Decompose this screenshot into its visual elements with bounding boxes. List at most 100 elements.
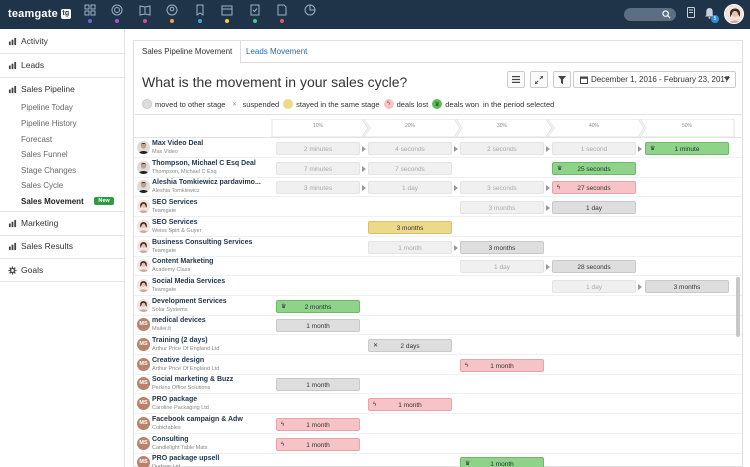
deal-name-link[interactable]: Consulting — [152, 435, 189, 443]
sidebar-item-goals[interactable]: Goals — [0, 265, 125, 275]
table-row[interactable]: Social Media Services Teamgate 1 day 3 mont… — [134, 276, 742, 296]
stage-duration-cell[interactable]: 2 minutes — [276, 142, 360, 155]
table-row[interactable]: Aleshia Tomkiewicz pardavimo... Aleshia T… — [134, 177, 742, 198]
deal-name-link[interactable]: Content Marketing — [152, 258, 214, 266]
owner-initials-avatar: MS — [137, 397, 150, 411]
stage-duration-cell[interactable]: 1 month — [276, 378, 360, 392]
sidebar-subitem-stage-changes[interactable]: Stage Changes — [21, 166, 77, 175]
nav-tasks[interactable] — [241, 3, 269, 27]
stage-duration-cell[interactable]: ϟ 1 month — [276, 437, 360, 451]
sidebar-item-marketing[interactable]: Marketing — [0, 218, 125, 228]
stage-duration-cell[interactable]: 3 months — [460, 201, 544, 215]
sidebar-subitem-sales-movement[interactable]: Sales Movement — [21, 197, 84, 206]
stage-duration-cell[interactable]: 1 second — [552, 142, 636, 155]
stage-duration-cell[interactable]: 3 minutes — [276, 181, 360, 195]
deal-name-link[interactable]: Social marketing & Buzz — [152, 376, 234, 384]
stage-duration-cell[interactable]: ♛ 1 month — [460, 457, 544, 467]
sidebar-subitem-sales-cycle[interactable]: Sales Cycle — [21, 181, 64, 190]
filter-button[interactable] — [553, 71, 571, 88]
stage-duration-cell[interactable]: ✕ 2 days — [368, 339, 452, 352]
nav-target[interactable] — [104, 3, 132, 27]
app-logo[interactable]: teamgate tg — [8, 8, 71, 20]
stage-duration-cell[interactable]: 3 months — [460, 240, 544, 254]
stage-duration-cell[interactable]: 3 months — [368, 220, 452, 234]
table-row[interactable]: MS Social marketing & Buzz Perkins Office … — [134, 374, 742, 395]
bell-icon[interactable] — [704, 7, 715, 19]
deal-name-link[interactable]: Max Video Deal — [152, 140, 204, 147]
sidebar-item-sales-pipeline[interactable]: Sales Pipeline — [0, 84, 125, 94]
table-row[interactable]: MS Facebook campaign & Adw Cobictables ϟ 1 m… — [134, 414, 742, 434]
deal-company: Aleshia Tomkiewicz — [152, 188, 200, 195]
nav-document[interactable] — [269, 3, 297, 27]
stage-duration-cell[interactable]: ♛ 1 minute — [645, 142, 729, 155]
list-view-button[interactable] — [507, 71, 525, 88]
nav-contacts[interactable] — [159, 3, 187, 27]
stage-duration-cell[interactable]: 3 seconds — [460, 181, 544, 195]
deal-name-link[interactable]: Creative design — [152, 356, 205, 364]
table-row[interactable]: MS PRO package Caroline Packaging Ltd ϟ 1 mo… — [134, 394, 742, 415]
stage-duration-cell[interactable]: 7 minutes — [276, 161, 360, 175]
user-avatar[interactable] — [724, 4, 744, 24]
nav-book[interactable] — [131, 3, 159, 27]
sidebar-subitem-pipeline-history[interactable]: Pipeline History — [21, 119, 77, 128]
stage-duration-cell[interactable]: ϟ 1 month — [276, 417, 360, 431]
table-row[interactable]: MS Creative design Arthur Price Of England… — [134, 355, 742, 375]
deal-name-link[interactable]: Aleshia Tomkiewicz pardavimo... — [152, 179, 261, 187]
sidebar-item-leads[interactable]: Leads — [0, 60, 125, 70]
deal-name-link[interactable]: Social Media Services — [152, 277, 226, 285]
table-row[interactable]: Max Video Deal Max Video 2 minutes 4 second… — [134, 138, 742, 158]
stage-duration-cell[interactable]: ♛ 25 seconds — [552, 161, 636, 175]
deal-name-link[interactable]: PRO package — [152, 396, 198, 404]
stage-duration-cell[interactable]: 1 day — [368, 181, 452, 195]
sidebar-subitem-forecast[interactable]: Forecast — [21, 135, 53, 144]
stage-duration-cell[interactable]: ϟ 1 month — [368, 398, 452, 412]
table-row[interactable]: Development Services Solar Systems ♛ 2 mont… — [134, 296, 742, 316]
deal-name-link[interactable]: Development Services — [152, 297, 227, 305]
table-row[interactable]: MS Training (2 days) Arthur Price Of Engla… — [134, 335, 742, 355]
sidebar-item-activity[interactable]: Activity — [0, 36, 125, 46]
stage-duration-cell[interactable]: ϟ 27 seconds — [552, 181, 636, 195]
nav-dashboard[interactable] — [76, 3, 104, 27]
sidebar-subitem-sales-funnel[interactable]: Sales Funnel — [21, 150, 68, 159]
stage-duration-cell[interactable]: 1 month — [368, 240, 452, 254]
fullscreen-button[interactable] — [530, 71, 548, 88]
stage-duration-cell[interactable]: 1 day — [552, 201, 636, 215]
stage-duration-cell[interactable]: 28 seconds — [552, 260, 636, 274]
vertical-scrollbar[interactable] — [736, 277, 740, 337]
table-row[interactable]: SEO Services Teamgate 3 months 1 day — [134, 197, 742, 218]
table-row[interactable]: MS Consulting Candlelight Table Mats ϟ 1 mon… — [134, 434, 742, 454]
table-row[interactable]: Thompson, Michael C Esq Deal Thompson, Mi… — [134, 158, 742, 178]
stage-duration-cell[interactable]: 3 months — [645, 279, 729, 293]
nav-deals[interactable] — [186, 3, 214, 27]
date-range-picker[interactable]: December 1, 2016 - February 23, 2017 — [573, 71, 736, 88]
deal-name-link[interactable]: Training (2 days) — [152, 337, 208, 344]
table-row[interactable]: MS medical devices Mailer.lt 1 month — [134, 315, 742, 336]
nav-pie-chart[interactable] — [296, 3, 324, 27]
tab-sales-pipeline-movement[interactable]: Sales Pipeline Movement — [134, 41, 242, 64]
stage-duration-cell[interactable]: ♛ 2 months — [276, 299, 360, 313]
deal-name-link[interactable]: PRO package upsell — [152, 455, 220, 463]
sidebar-subitem-pipeline-today[interactable]: Pipeline Today — [21, 103, 73, 112]
table-row[interactable]: Business Consulting Services Teamgate 1 mo… — [134, 237, 742, 257]
stage-duration-cell[interactable]: ϟ 1 month — [460, 358, 544, 372]
deal-name-link[interactable]: medical devices — [152, 317, 206, 325]
search-input[interactable] — [624, 8, 676, 21]
stage-duration-cell[interactable]: 2 seconds — [460, 142, 544, 155]
tab-leads-movement[interactable]: Leads Movement — [246, 47, 308, 56]
sidebar-item-sales-results[interactable]: Sales Results — [0, 241, 125, 251]
stage-duration-cell[interactable]: 7 seconds — [368, 161, 452, 175]
table-row[interactable]: SEO Services Weiss Spirt & Guyer 3 months — [134, 217, 742, 237]
deal-name-link[interactable]: SEO Services — [152, 218, 198, 226]
deal-name-link[interactable]: Facebook campaign & Adw — [152, 415, 243, 423]
notes-icon[interactable] — [687, 7, 695, 18]
stage-duration-cell[interactable]: 1 month — [276, 319, 360, 333]
stage-duration-cell[interactable]: 1 day — [460, 260, 544, 274]
stage-duration-cell[interactable]: 1 day — [552, 279, 636, 293]
table-row[interactable]: Content Marketing Academy Class 1 day 28 se… — [134, 256, 742, 277]
nav-calendar[interactable] — [214, 3, 242, 27]
deal-name-link[interactable]: SEO Services — [152, 199, 198, 207]
stage-duration-cell[interactable]: 4 seconds — [368, 142, 452, 155]
deal-name-link[interactable]: Thompson, Michael C Esq Deal — [152, 159, 256, 167]
deal-name-link[interactable]: Business Consulting Services — [152, 238, 253, 246]
